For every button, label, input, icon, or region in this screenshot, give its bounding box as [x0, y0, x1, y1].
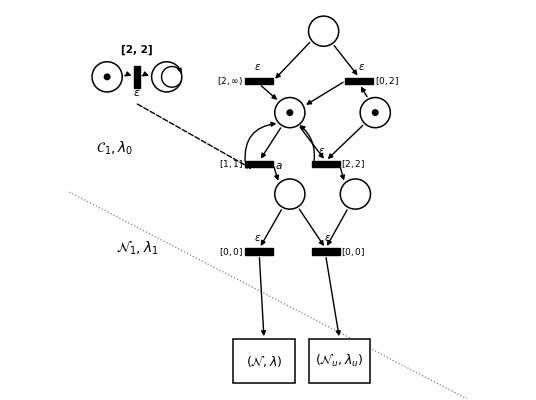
Bar: [245, 248, 273, 255]
Circle shape: [105, 74, 110, 80]
Bar: [245, 161, 273, 168]
Text: $[2, \infty)$: $[2, \infty)$: [217, 75, 243, 87]
FancyBboxPatch shape: [233, 339, 295, 383]
Text: $[1, 1]$: $[1, 1]$: [219, 158, 243, 170]
Text: $\mathcal{N}_1, \lambda_1$: $\mathcal{N}_1, \lambda_1$: [116, 238, 158, 257]
Bar: [245, 78, 273, 84]
Text: $\mathcal{C}_1, \lambda_0$: $\mathcal{C}_1, \lambda_0$: [96, 140, 134, 157]
Text: $\epsilon$: $\epsilon$: [133, 88, 141, 98]
Bar: [312, 248, 339, 255]
Text: $[0, 0]$: $[0, 0]$: [219, 246, 243, 258]
Text: $(\mathcal{N}, \lambda)$: $(\mathcal{N}, \lambda)$: [246, 353, 282, 369]
Circle shape: [373, 110, 378, 115]
Bar: [134, 66, 140, 88]
Text: $\epsilon$: $\epsilon$: [318, 146, 325, 156]
Text: $[2, 2]$: $[2, 2]$: [341, 158, 366, 170]
Text: $(\mathcal{N}_u, \lambda_u)$: $(\mathcal{N}_u, \lambda_u)$: [315, 352, 364, 370]
Text: $a$: $a$: [275, 161, 283, 171]
Bar: [312, 161, 339, 168]
Text: $\epsilon$: $\epsilon$: [254, 62, 261, 72]
Circle shape: [287, 110, 293, 115]
Text: $[0, 2]$: $[0, 2]$: [375, 75, 399, 87]
Bar: [346, 78, 373, 84]
Text: $\epsilon$: $\epsilon$: [324, 233, 331, 243]
Text: $\epsilon$: $\epsilon$: [358, 62, 365, 72]
Text: $\epsilon$: $\epsilon$: [254, 233, 261, 243]
Text: $[0, 0]$: $[0, 0]$: [341, 246, 366, 258]
Text: [2, 2]: [2, 2]: [121, 45, 153, 55]
FancyBboxPatch shape: [309, 339, 370, 383]
